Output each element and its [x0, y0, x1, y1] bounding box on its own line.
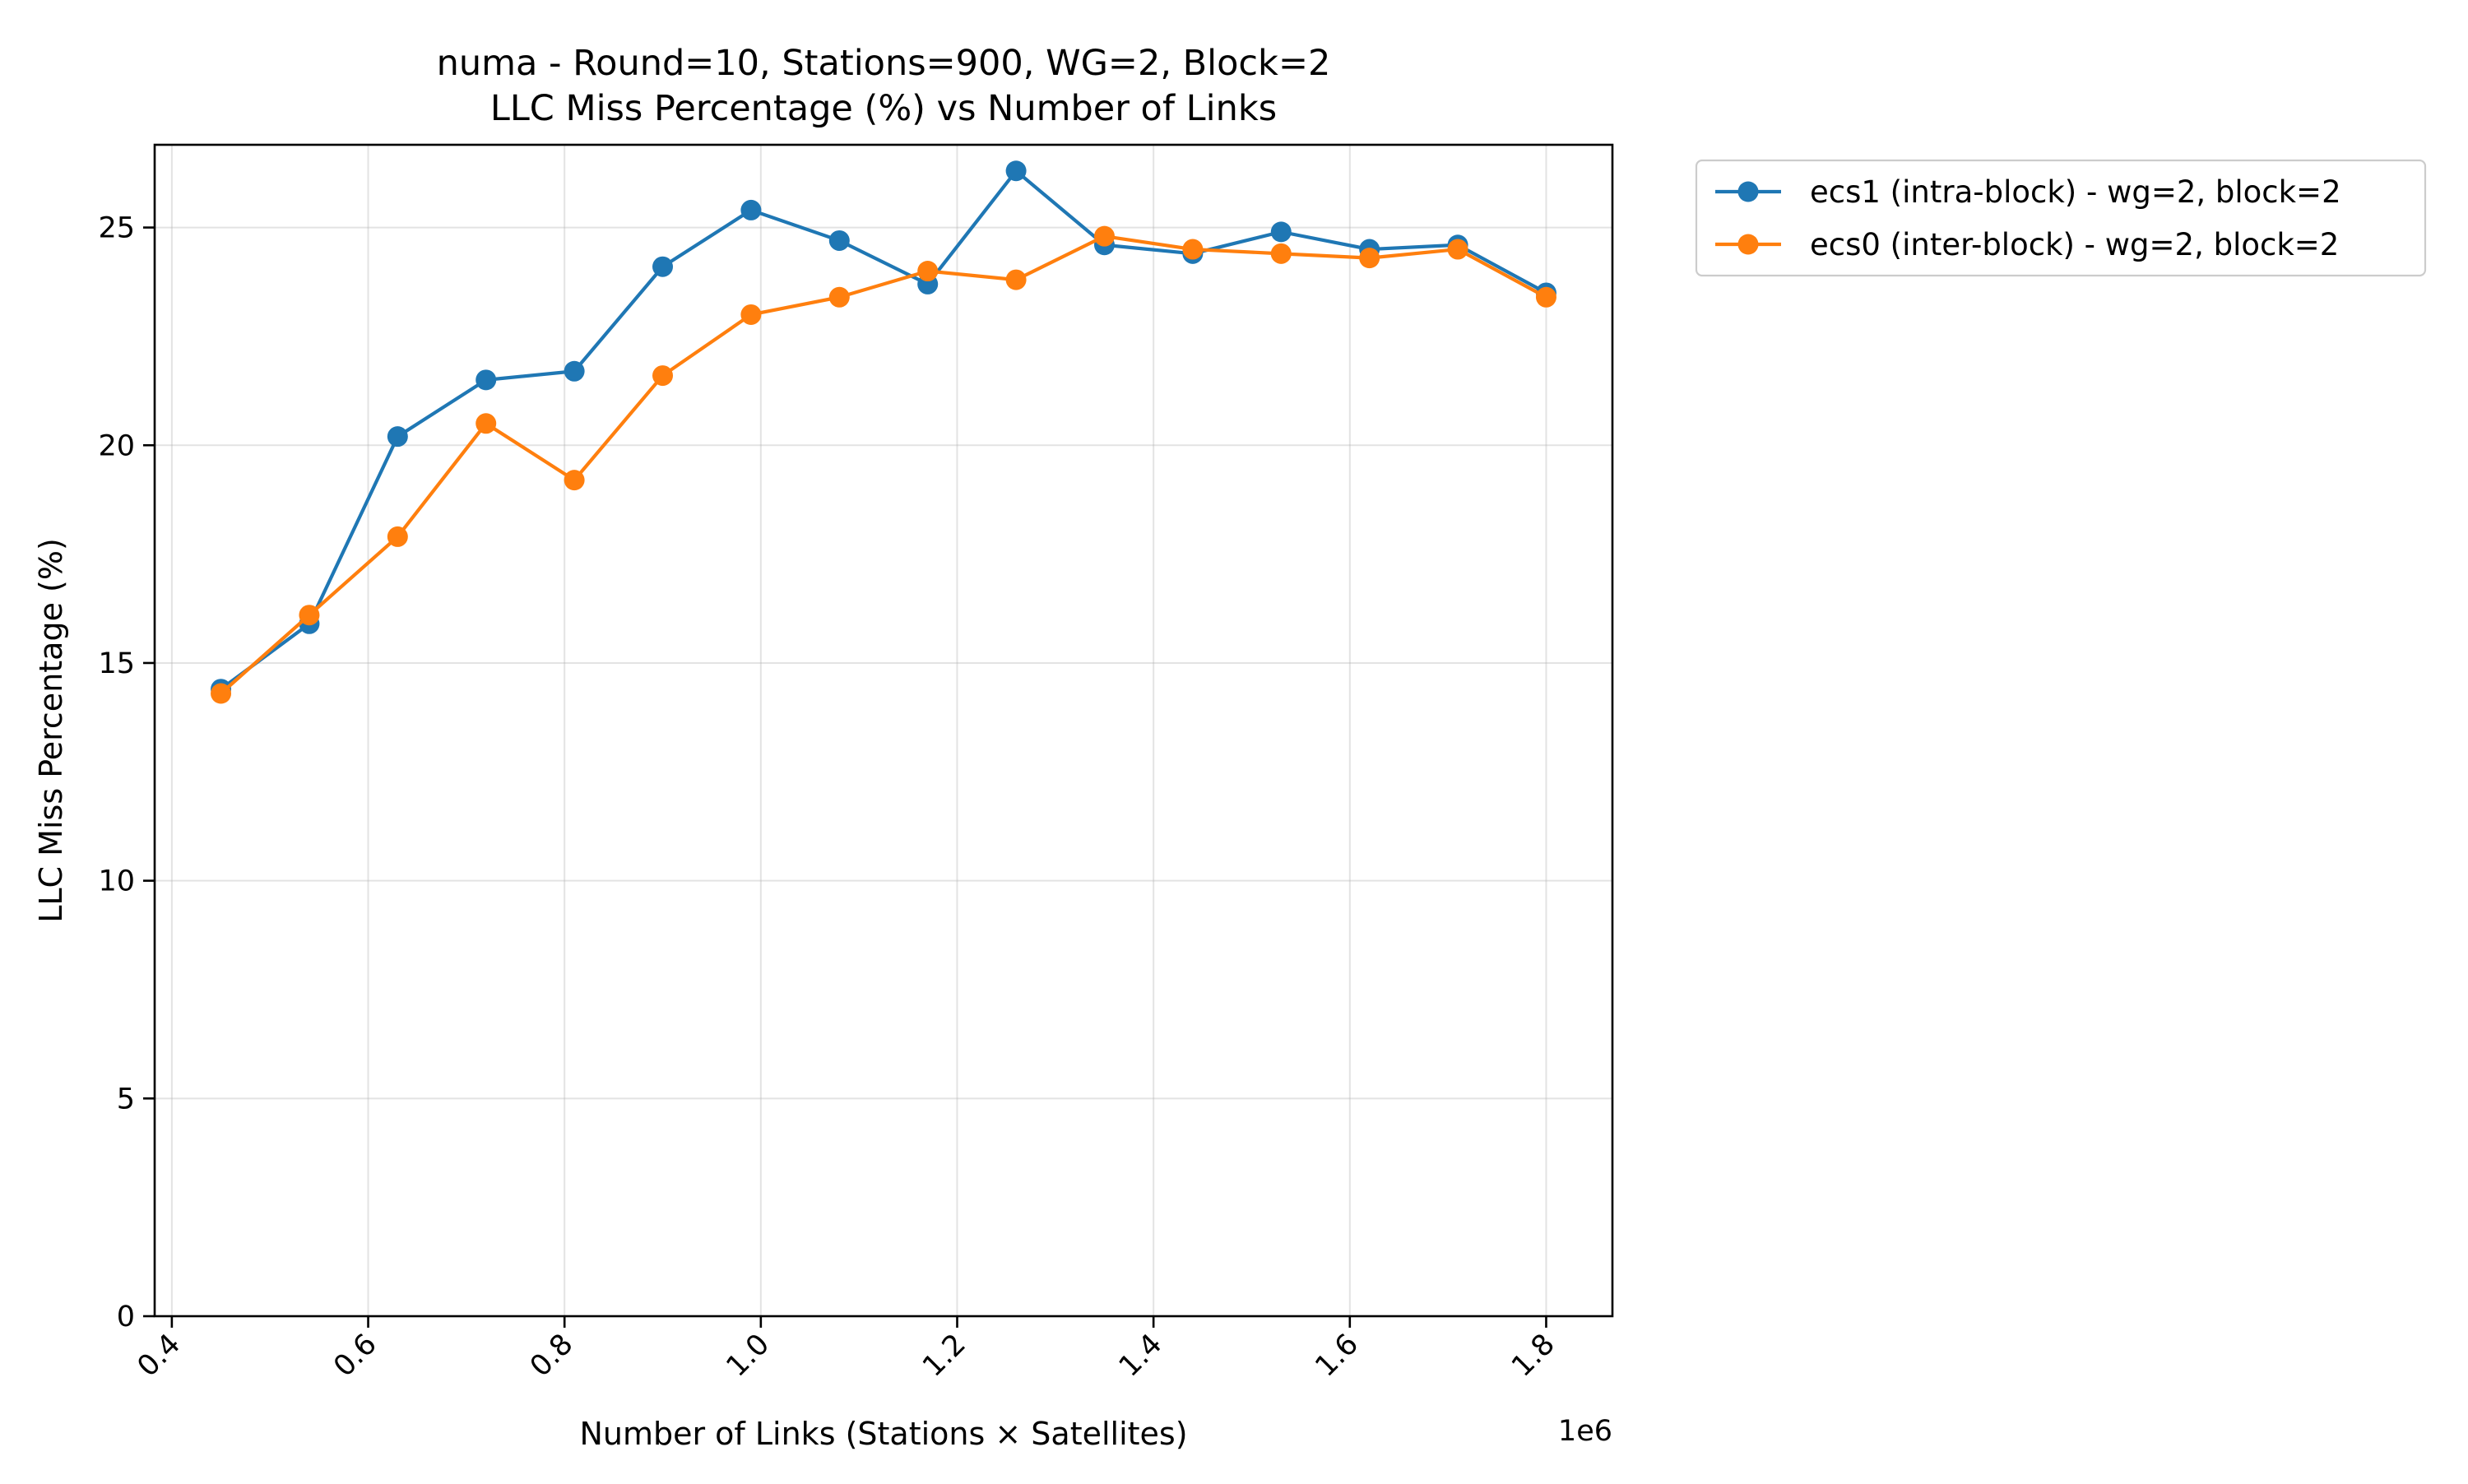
legend-label: ecs0 (inter-block) - wg=2, block=2 [1810, 227, 2339, 262]
data-point [387, 426, 408, 448]
data-point [652, 256, 674, 277]
data-point [652, 365, 674, 387]
legend: ecs1 (intra-block) - wg=2, block=2 ecs0 (… [1695, 159, 2427, 277]
legend-entry: ecs0 (inter-block) - wg=2, block=2 [1715, 227, 2339, 262]
data-point [299, 605, 320, 626]
data-point [740, 199, 762, 220]
chart-subtitle: LLC Miss Percentage (%) vs Number of Lin… [490, 88, 1277, 129]
data-point [1005, 160, 1027, 182]
data-point [1182, 239, 1204, 260]
data-point [476, 369, 497, 391]
legend-marker [1737, 234, 1759, 255]
data-point [1270, 221, 1292, 243]
y-tick-label: 10 [98, 865, 135, 898]
data-point [564, 360, 585, 382]
data-point [828, 230, 850, 251]
data-point [211, 683, 232, 704]
y-tick-label: 0 [117, 1301, 135, 1333]
data-point [1093, 225, 1115, 247]
series-line [219, 234, 1548, 696]
data-point [387, 526, 408, 547]
data-point [1005, 269, 1027, 290]
data-point [1359, 248, 1380, 269]
y-axis-label: LLC Miss Percentage (%) [33, 538, 69, 923]
series-group [211, 160, 1556, 704]
y-tick-label: 5 [117, 1083, 135, 1115]
data-point [740, 304, 762, 325]
y-tick-label: 15 [98, 647, 135, 680]
legend-box [1695, 159, 2427, 277]
data-point [476, 413, 497, 434]
data-point [564, 470, 585, 491]
data-point [1535, 286, 1556, 308]
y-tick-label: 20 [98, 429, 135, 462]
axes-frame [153, 143, 1614, 1318]
data-point [828, 286, 850, 308]
x-axis-label: Number of Links (Stations × Satellites) [579, 1416, 1187, 1452]
legend-label: ecs1 (intra-block) - wg=2, block=2 [1810, 174, 2341, 210]
data-point [1447, 239, 1468, 260]
x-axis-offset-label: 1e6 [1558, 1415, 1612, 1448]
data-point [1270, 243, 1292, 264]
series-line [219, 169, 1548, 691]
legend-entry: ecs1 (intra-block) - wg=2, block=2 [1715, 174, 2341, 210]
y-tick-label: 25 [98, 212, 135, 245]
chart-title: numa - Round=10, Stations=900, WG=2, Blo… [437, 43, 1331, 84]
data-point [917, 261, 939, 282]
series-1 [211, 225, 1556, 704]
legend-marker [1737, 181, 1759, 202]
